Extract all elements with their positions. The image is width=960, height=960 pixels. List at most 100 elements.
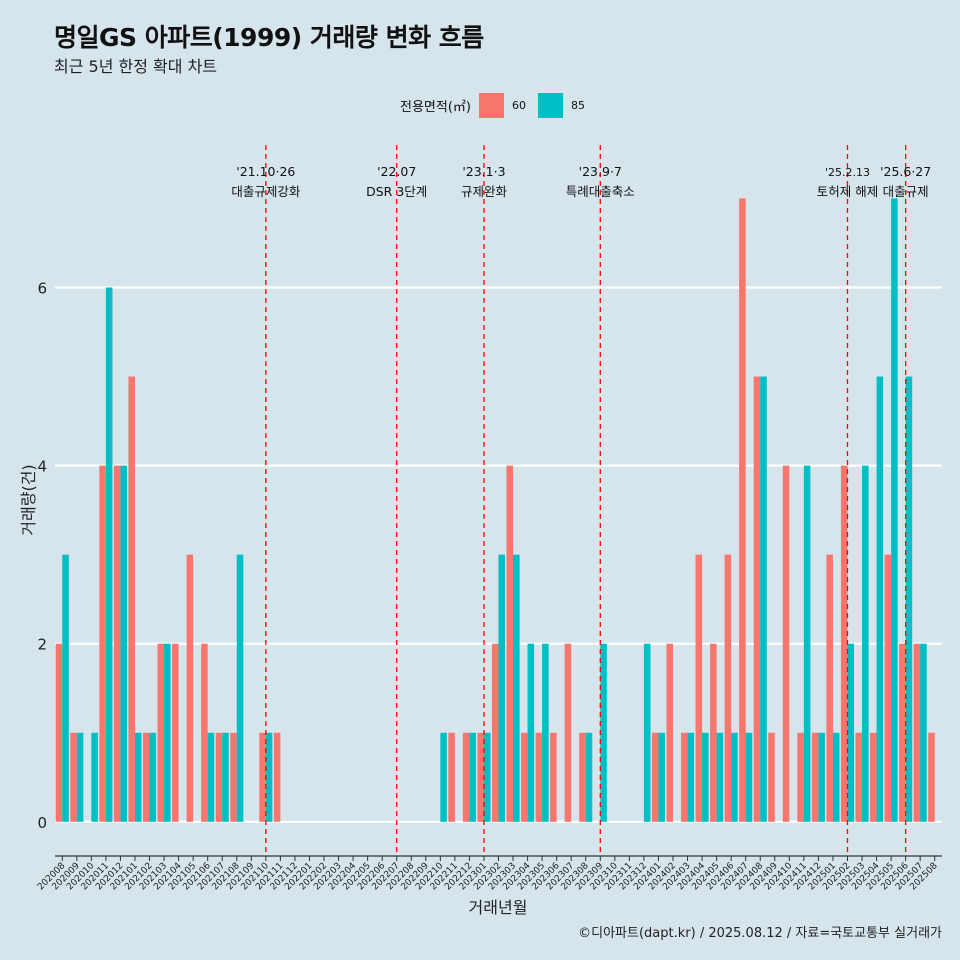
bar-60-202111 <box>273 732 281 822</box>
bar-85-202304 <box>527 643 535 822</box>
bar-85-202210 <box>440 732 447 822</box>
y-tick-label: 2 <box>37 636 47 654</box>
bar-60-202502 <box>840 465 848 822</box>
bar-85-202309 <box>600 643 607 822</box>
bar-85-202401 <box>658 732 665 822</box>
legend-title: 전용면적(㎡) <box>400 100 471 115</box>
bar-60-202105 <box>186 554 194 822</box>
annotation-lines <box>265 145 907 853</box>
bar-60-202301 <box>477 732 484 822</box>
bar-60-202402 <box>666 643 673 822</box>
bar-60-202110 <box>259 732 266 822</box>
legend-swatch-60 <box>478 93 504 118</box>
bar-85-202108 <box>236 554 244 822</box>
chart-title: 명일GS 아파트(1999) 거래량 변화 흐름 <box>54 23 484 52</box>
annotation-label: 규제완화 <box>461 184 508 199</box>
bar-85-202011 <box>105 287 113 822</box>
y-tick-label: 0 <box>37 814 47 832</box>
bar-85-202406 <box>731 732 738 822</box>
x-axis: 2020082020092020102020112020122021012021… <box>36 855 942 892</box>
annotation-label: 토허제 해제 <box>817 184 878 199</box>
annotation-label: 특례대출축소 <box>566 184 635 199</box>
bar-85-202110 <box>265 732 273 822</box>
bar-85-202504 <box>876 376 884 822</box>
bar-85-202107 <box>222 732 229 822</box>
bar-60-202103 <box>157 643 165 822</box>
bar-85-202303 <box>513 554 520 822</box>
bar-85-202012 <box>120 465 127 822</box>
bar-60-202211 <box>448 732 455 822</box>
bar-60-202508 <box>928 732 935 822</box>
y-tick-label: 4 <box>37 458 47 476</box>
annotation-label: DSR 3단계 <box>366 184 427 199</box>
bar-85-202106 <box>207 732 215 822</box>
x-axis-label: 거래년월 <box>469 898 528 917</box>
bar-60-202404 <box>695 554 703 822</box>
annotation-label: 대출규제강화 <box>231 184 301 199</box>
bar-85-202010 <box>91 732 98 822</box>
bar-60-202308 <box>579 732 586 822</box>
bar-85-202302 <box>498 554 506 822</box>
bar-85-202301 <box>483 732 491 822</box>
bar-85-202404 <box>702 732 709 822</box>
bar-85-202103 <box>164 643 171 822</box>
bar-85-202212 <box>469 732 476 822</box>
bar-60-202504 <box>870 732 877 822</box>
annotation-date: '25.2.13 <box>825 166 870 179</box>
bar-60-202303 <box>506 465 514 822</box>
chart-subtitle: 최근 5년 한정 확대 차트 <box>54 57 218 76</box>
source-caption: ©디아파트(dapt.kr) / 2025.08.12 / 자료=국토교통부 실… <box>578 926 942 941</box>
bar-85-202501 <box>832 732 840 822</box>
bar-60-202411 <box>797 732 804 822</box>
bar-60-202012 <box>113 465 121 822</box>
bar-60-202304 <box>521 732 528 822</box>
annotation-label: 대출규제 <box>883 184 929 199</box>
bar-60-202503 <box>855 732 863 822</box>
bar-60-202410 <box>782 465 790 822</box>
legend-swatch-85 <box>537 93 563 118</box>
bar-60-202501 <box>826 554 833 822</box>
bar-60-202305 <box>535 732 543 822</box>
y-tick-label: 6 <box>37 279 47 297</box>
bar-60-202506 <box>899 643 906 822</box>
bar-60-202405 <box>710 643 717 822</box>
bar-60-202302 <box>491 643 499 822</box>
bar-85-202312 <box>643 643 651 822</box>
bar-60-202505 <box>884 554 892 822</box>
bar-85-202008 <box>62 554 69 822</box>
y-axis-label: 거래량(건) <box>19 464 38 535</box>
bar-85-202503 <box>862 465 869 822</box>
bar-85-202507 <box>920 643 927 822</box>
annotation-date: '25.6·27 <box>880 164 931 179</box>
bar-85-202502 <box>847 643 855 822</box>
bar-60-202307 <box>564 643 572 822</box>
bar-85-202308 <box>585 732 593 822</box>
y-axis: 0 2 4 6 <box>37 279 47 831</box>
bar-60-202011 <box>99 465 106 822</box>
bars <box>55 198 935 822</box>
legend: 전용면적(㎡) 60 85 <box>400 93 597 118</box>
bar-60-202401 <box>651 732 659 822</box>
bar-60-202108 <box>230 732 237 822</box>
bar-60-202406 <box>724 554 732 822</box>
legend-label-85: 85 <box>570 99 585 112</box>
bar-85-202408 <box>760 376 767 822</box>
bar-60-202107 <box>215 732 223 822</box>
bar-85-202305 <box>542 643 549 822</box>
bar-85-202407 <box>745 732 753 822</box>
bar-60-202407 <box>739 198 746 822</box>
bar-60-202102 <box>142 732 150 822</box>
annotation-date: '23.1·3 <box>462 164 505 179</box>
legend-label-60: 60 <box>511 99 526 112</box>
bar-60-202306 <box>550 732 557 822</box>
bar-85-202412 <box>818 732 825 822</box>
bar-60-202212 <box>462 732 470 822</box>
bar-60-202507 <box>913 643 921 822</box>
bar-60-202408 <box>753 376 761 822</box>
bar-60-202101 <box>128 376 135 822</box>
annotation-date: '23.9·7 <box>579 164 622 179</box>
bar-85-202102 <box>149 732 157 822</box>
bar-85-202506 <box>905 376 913 822</box>
bar-60-202008 <box>55 643 63 822</box>
